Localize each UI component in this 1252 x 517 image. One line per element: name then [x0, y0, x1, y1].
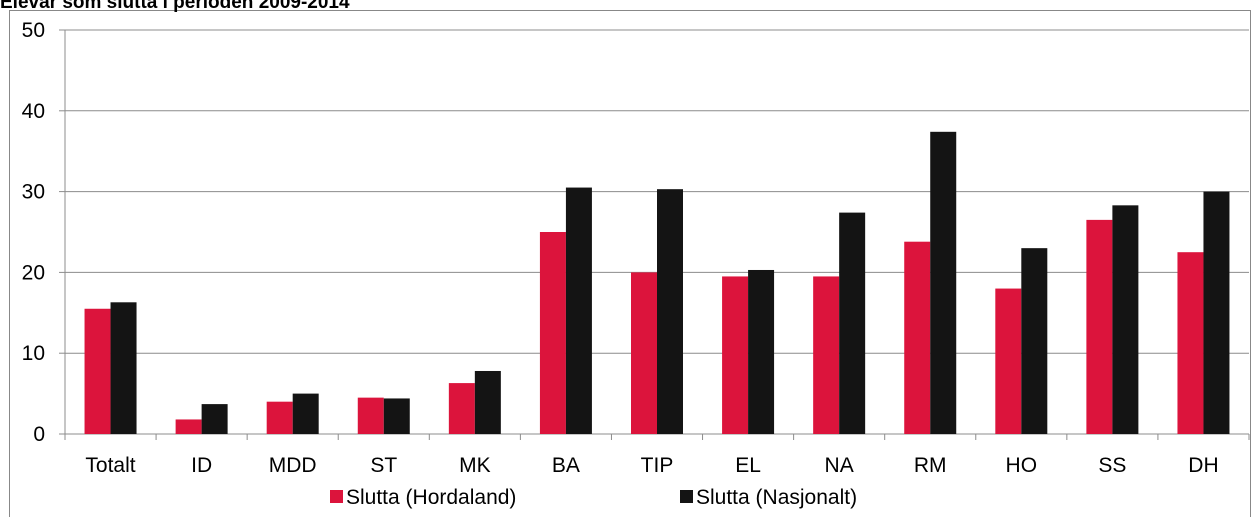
- bar: [84, 308, 111, 434]
- legend-label: Slutta (Nasjonalt): [696, 486, 857, 509]
- x-tick-label: NA: [825, 454, 854, 477]
- x-tick-label: SS: [1098, 454, 1126, 477]
- bar: [565, 187, 592, 434]
- x-tick-label: BA: [552, 454, 580, 477]
- bar: [631, 272, 657, 434]
- x-tick-label: EL: [735, 454, 761, 477]
- bar: [448, 383, 475, 434]
- x-tick-label: TIP: [641, 454, 674, 477]
- x-tick-label: ID: [191, 454, 212, 477]
- bar: [539, 232, 566, 434]
- bar: [657, 189, 683, 434]
- y-tick-label: 10: [22, 342, 45, 365]
- bar: [748, 269, 775, 434]
- bar: [266, 401, 293, 434]
- bar: [1112, 205, 1139, 434]
- legend-swatch: [330, 490, 343, 503]
- legend-swatch: [680, 490, 693, 503]
- y-tick-label: 0: [33, 423, 45, 446]
- bar: [839, 212, 866, 434]
- chart-frame: [9, 10, 1251, 517]
- bar: [110, 302, 137, 434]
- bar: [995, 288, 1022, 434]
- x-tick-label: MK: [459, 454, 491, 477]
- bar: [474, 370, 501, 434]
- x-tick-label: MDD: [269, 454, 317, 477]
- bar: [930, 131, 957, 435]
- legend-label: Slutta (Hordaland): [346, 486, 516, 509]
- bar: [357, 397, 384, 434]
- x-tick-label: Totalt: [85, 454, 135, 477]
- y-tick-label: 30: [22, 181, 45, 204]
- bar: [1177, 252, 1204, 434]
- y-tick-label: 20: [22, 261, 45, 284]
- bar: [292, 393, 319, 434]
- bar: [175, 419, 202, 434]
- bar: [1021, 248, 1048, 434]
- y-tick-label: 50: [22, 19, 45, 42]
- bar: [1086, 219, 1113, 434]
- x-tick-label: HO: [1006, 454, 1038, 477]
- x-tick-label: RM: [914, 454, 947, 477]
- bar: [1203, 191, 1230, 434]
- bar: [201, 404, 228, 434]
- bar: [813, 276, 840, 434]
- y-tick-label: 40: [22, 100, 45, 123]
- chart-title: Elevar som slutta i perioden 2009-2014: [0, 0, 350, 13]
- x-tick-label: DH: [1188, 454, 1218, 477]
- x-tick-label: ST: [370, 454, 397, 477]
- bar: [904, 241, 931, 434]
- bar: [722, 276, 749, 434]
- bar: [383, 398, 410, 434]
